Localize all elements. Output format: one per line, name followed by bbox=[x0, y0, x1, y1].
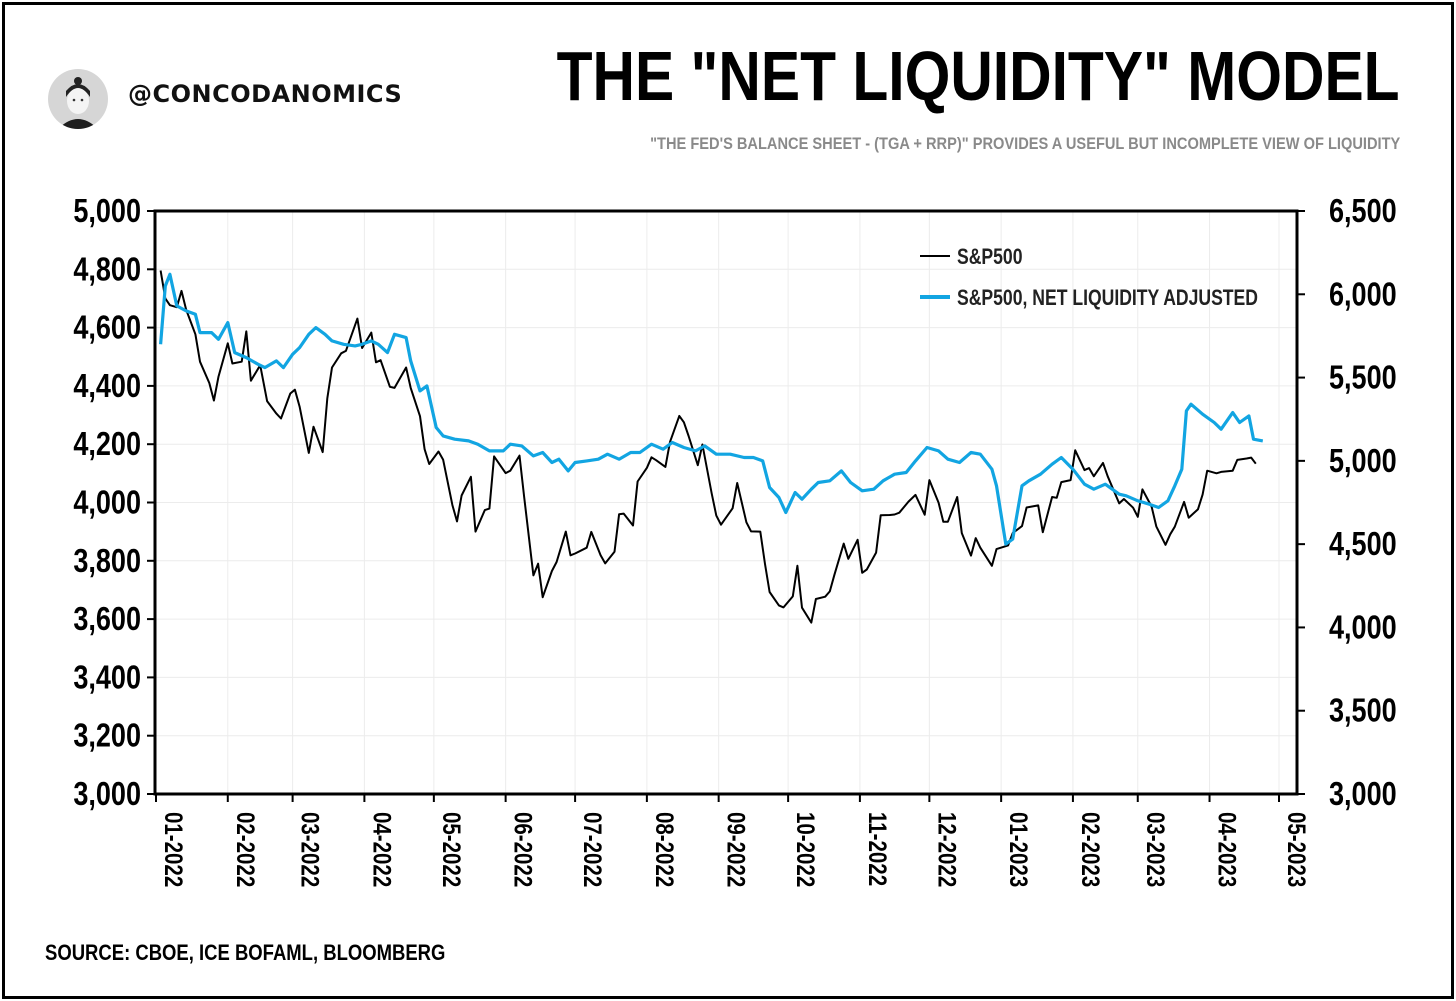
y-tick-label-right: 3,000 bbox=[1329, 777, 1397, 813]
x-tick-label: 03-2022 bbox=[296, 812, 324, 887]
avatar-portrait-icon bbox=[58, 77, 98, 129]
y-tick-label-left: 3,800 bbox=[73, 543, 141, 579]
y-tick-label-right: 4,000 bbox=[1329, 610, 1397, 646]
y-tick-label-right: 5,500 bbox=[1329, 360, 1397, 396]
chart-title: THE "NET LIQUIDITY" MODEL bbox=[556, 37, 1400, 115]
x-tick-label: 10-2022 bbox=[792, 812, 820, 887]
y-tick-label-left: 3,000 bbox=[73, 777, 141, 813]
y-tick-label-right: 6,000 bbox=[1329, 277, 1397, 313]
x-tick-label: 05-2022 bbox=[437, 812, 465, 887]
series-line-sp500 bbox=[159, 270, 1257, 624]
x-tick-label: 09-2022 bbox=[722, 812, 750, 887]
x-tick-label: 04-2023 bbox=[1213, 812, 1241, 887]
x-tick-label: 11-2022 bbox=[863, 812, 891, 886]
y-tick-label-left: 4,800 bbox=[73, 252, 141, 288]
series-group bbox=[159, 270, 1264, 624]
y-tick-label-left: 3,200 bbox=[73, 718, 141, 754]
x-tick-label: 08-2022 bbox=[650, 812, 678, 887]
x-tick-label: 07-2022 bbox=[579, 812, 607, 887]
y-tick-label-left: 3,400 bbox=[73, 660, 141, 696]
x-tick-label: 06-2022 bbox=[509, 812, 537, 887]
legend: S&P500 S&P500, NET LIQUIDITY ADJUSTED bbox=[920, 245, 1258, 311]
x-tick-label: 03-2023 bbox=[1141, 812, 1169, 887]
y-tick-label-right: 3,500 bbox=[1329, 693, 1397, 729]
x-tick-label: 01-2023 bbox=[1005, 812, 1033, 887]
series-line-adjusted bbox=[159, 272, 1264, 546]
x-tick-label: 05-2023 bbox=[1283, 812, 1311, 887]
legend-label: S&P500 bbox=[957, 245, 1023, 269]
y-tick-label-right: 4,500 bbox=[1329, 527, 1397, 563]
y-tick-label-left: 4,600 bbox=[73, 310, 141, 346]
y-tick-label-left: 4,400 bbox=[73, 368, 141, 404]
source-note: SOURCE: CBOE, ICE BOFAML, BLOOMBERG bbox=[45, 940, 446, 965]
legend-label: S&P500, NET LIQUIDITY ADJUSTED bbox=[957, 286, 1258, 310]
y-tick-label-left: 4,200 bbox=[73, 427, 141, 463]
y-tick-label-left: 4,000 bbox=[73, 485, 141, 521]
x-tick-label: 01-2022 bbox=[160, 812, 188, 887]
y-tick-label-right: 6,500 bbox=[1329, 194, 1397, 230]
x-tick-label: 02-2022 bbox=[231, 812, 259, 887]
x-tick-label: 12-2022 bbox=[933, 812, 961, 887]
y-tick-label-left: 3,600 bbox=[73, 602, 141, 638]
x-tick-label: 02-2023 bbox=[1076, 812, 1104, 887]
x-tick-label: 04-2022 bbox=[368, 812, 396, 887]
y-tick-label-left: 5,000 bbox=[73, 194, 141, 230]
y-tick-label-right: 5,000 bbox=[1329, 443, 1397, 479]
chart-subtitle: "THE FED'S BALANCE SHEET - (TGA + RRP)" … bbox=[649, 134, 1400, 153]
author-handle: @CONCODANOMICS bbox=[128, 80, 403, 108]
author-avatar bbox=[48, 69, 108, 129]
axis-ticks: 3,000 3,200 3,400 3,600 3,800 4,000 4,200 4,400… bbox=[73, 194, 1396, 888]
